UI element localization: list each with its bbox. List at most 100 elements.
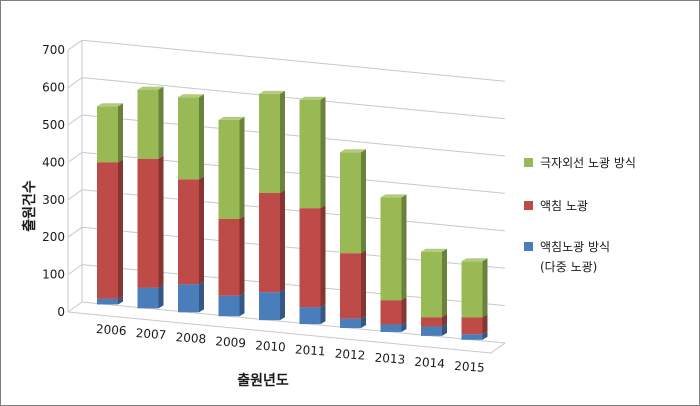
bar-segment xyxy=(421,248,447,318)
bar-side xyxy=(482,331,488,340)
y-tick-label: 100 xyxy=(42,268,65,282)
bar-segment xyxy=(218,116,245,220)
y-tick-label: 400 xyxy=(42,155,65,169)
legend-swatch xyxy=(524,158,533,167)
bar-top xyxy=(218,116,245,120)
bars xyxy=(97,86,488,340)
bar-side xyxy=(239,116,245,220)
y-tick-label: 200 xyxy=(42,230,65,244)
bar-side xyxy=(280,190,285,293)
bar-front xyxy=(380,300,402,325)
x-tick-label: 2011 xyxy=(295,342,326,358)
bar-front xyxy=(340,152,361,254)
side-wall-gridline xyxy=(67,39,83,51)
bar-side xyxy=(401,194,407,301)
x-tick-label: 2006 xyxy=(96,322,127,338)
y-axis-ticks: 0 100 200 300 400 500 600 700 xyxy=(42,43,65,319)
gridline xyxy=(81,39,506,82)
x-tick-label: 2013 xyxy=(374,351,405,367)
bar-side xyxy=(118,295,123,305)
bar-side xyxy=(361,250,366,319)
bar-segment xyxy=(461,258,488,318)
bar-front xyxy=(340,253,361,319)
side-wall-gridline xyxy=(67,189,83,201)
bar-segment xyxy=(218,216,245,296)
bar-front xyxy=(178,284,199,313)
bar-segment xyxy=(137,284,164,309)
bar-segment xyxy=(299,96,326,209)
bar-front xyxy=(299,307,321,325)
legend-label: 액침노광 방식 xyxy=(540,240,610,254)
legend-swatch xyxy=(524,242,533,251)
bar-side xyxy=(239,216,245,296)
legend-label: 극자외선 노광 방식 xyxy=(540,156,636,170)
y-tick-label: 300 xyxy=(42,193,65,207)
bar-front xyxy=(178,179,199,285)
bar-top xyxy=(178,94,204,98)
bar-segment xyxy=(299,205,326,308)
bar-side xyxy=(280,90,285,194)
x-axis-title: 출원년도 xyxy=(237,372,289,389)
x-tick-label: 2009 xyxy=(215,334,246,350)
bar-side xyxy=(401,321,407,332)
bar-top xyxy=(259,90,285,94)
bar-segment xyxy=(178,176,204,285)
floor-edge xyxy=(67,311,506,354)
bar-side xyxy=(118,159,123,299)
bar-side xyxy=(361,315,366,329)
bar-top xyxy=(340,149,366,153)
bar-segment xyxy=(259,190,285,293)
gridline xyxy=(81,77,506,120)
y-tick-label: 0 xyxy=(57,305,65,319)
bar-segment xyxy=(259,289,285,321)
bar-front xyxy=(137,89,159,159)
bar-front xyxy=(461,317,483,335)
bar-segment xyxy=(137,86,164,159)
y-tick-label: 500 xyxy=(42,118,65,132)
bar-front xyxy=(299,208,321,308)
bar-side xyxy=(158,284,164,309)
bar-front xyxy=(380,324,402,332)
bar-segment xyxy=(137,155,164,288)
bar-front xyxy=(421,251,442,318)
side-wall-gridline xyxy=(67,301,83,313)
bar-front xyxy=(259,292,280,321)
side-wall-gridline xyxy=(67,151,83,163)
bar-side xyxy=(442,323,447,336)
legend-label-line2: (다중 노광) xyxy=(540,260,597,274)
bar-segment xyxy=(340,250,366,319)
x-tick-label: 2015 xyxy=(454,359,485,375)
bar-top xyxy=(97,103,123,107)
bar-front xyxy=(259,93,280,194)
bar-front xyxy=(421,326,442,336)
x-tick-label: 2014 xyxy=(414,355,445,371)
bar-segment xyxy=(259,90,285,194)
side-wall-gridline xyxy=(67,226,83,238)
bar-segment xyxy=(178,94,204,180)
gridline xyxy=(81,301,506,344)
bar-front xyxy=(218,219,240,296)
bar-front xyxy=(461,261,483,318)
bar-side xyxy=(320,96,326,209)
bar-segment xyxy=(218,292,245,317)
bar-side xyxy=(199,281,204,313)
side-wall-gridline xyxy=(67,114,83,126)
bar-top xyxy=(421,248,447,252)
bar-front xyxy=(97,298,118,305)
bar-side xyxy=(118,103,123,163)
bar-front xyxy=(259,193,280,293)
side-wall-gridline xyxy=(67,264,83,276)
bar-side xyxy=(199,94,204,180)
bar-side xyxy=(401,297,407,325)
bar-front xyxy=(340,318,361,329)
bar-front xyxy=(461,334,483,340)
x-tick-label: 2012 xyxy=(334,347,365,363)
bar-segment xyxy=(340,149,366,254)
bar-segment xyxy=(178,281,204,313)
bar-top xyxy=(299,96,326,100)
bar-front xyxy=(299,99,321,209)
bar-segment xyxy=(380,297,407,325)
